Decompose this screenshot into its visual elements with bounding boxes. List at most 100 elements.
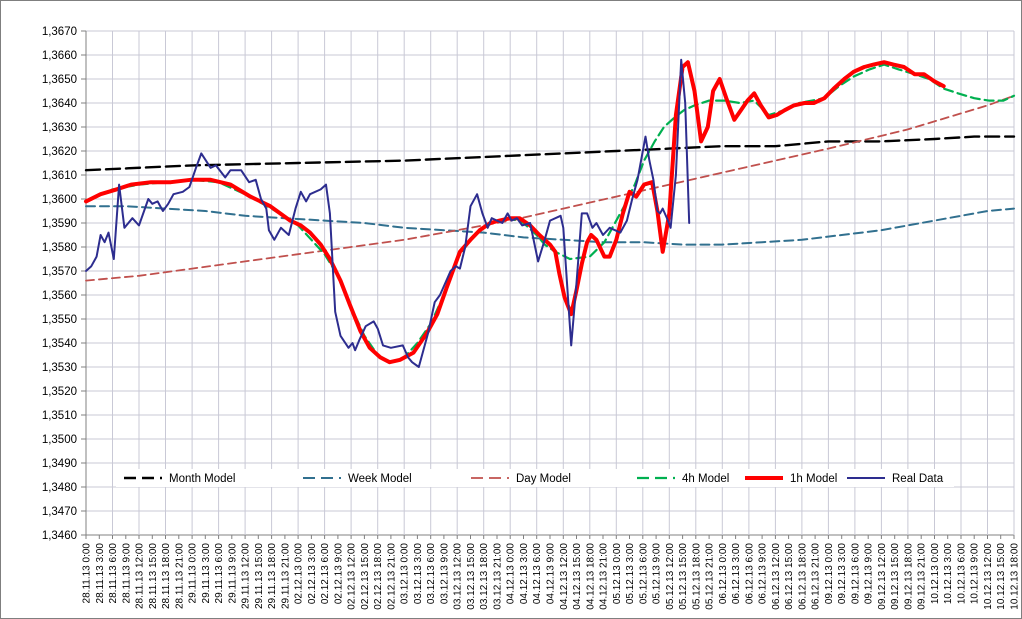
y-tick-label: 1,3470 bbox=[42, 506, 77, 518]
x-tick-label: 02.12.13 3:00 bbox=[307, 543, 318, 605]
x-tick-label: 28.11.13 3:00 bbox=[95, 543, 106, 604]
x-tick-label: 09.12.13 3:00 bbox=[837, 543, 848, 605]
x-tick-label: 04.12.13 6:00 bbox=[532, 543, 543, 605]
x-tick-label: 06.12.13 9:00 bbox=[758, 543, 769, 605]
x-tick-label: 10.12.13 6:00 bbox=[957, 543, 968, 605]
x-tick-label: 02.12.13 15:00 bbox=[360, 543, 371, 610]
x-tick-label: 29.11.13 3:00 bbox=[201, 543, 212, 604]
x-tick-label: 05.12.13 6:00 bbox=[638, 543, 649, 605]
series-month-model bbox=[84, 135, 1016, 172]
x-tick-label: 09.12.13 15:00 bbox=[890, 543, 901, 610]
x-tick-label: 05.12.13 3:00 bbox=[625, 543, 636, 605]
x-tick-label: 10.12.13 0:00 bbox=[930, 543, 941, 605]
y-tick-label: 1,3500 bbox=[42, 434, 77, 446]
x-tick-label: 02.12.13 0:00 bbox=[294, 543, 305, 605]
x-tick-label: 29.11.13 15:00 bbox=[254, 543, 265, 609]
y-tick-label: 1,3670 bbox=[42, 26, 77, 38]
series-day-model bbox=[85, 94, 1015, 282]
series-real-data bbox=[85, 58, 691, 368]
x-tick-label: 29.11.13 12:00 bbox=[241, 543, 252, 609]
x-tick-label: 28.11.13 18:00 bbox=[161, 543, 172, 609]
legend-label-month-model: Month Model bbox=[169, 473, 235, 485]
legend-label-1h-model: 1h Model bbox=[790, 473, 837, 485]
y-tick-label: 1,3530 bbox=[42, 362, 77, 374]
x-tick-label: 10.12.13 9:00 bbox=[970, 543, 981, 605]
x-tick-label: 29.11.13 21:00 bbox=[280, 543, 291, 609]
x-tick-label: 05.12.13 15:00 bbox=[678, 543, 689, 610]
x-tick-label: 29.11.13 18:00 bbox=[267, 543, 278, 609]
x-tick-label: 06.12.13 15:00 bbox=[784, 543, 795, 610]
y-tick-label: 1,3580 bbox=[42, 242, 77, 254]
legend-item-month-model: Month Model bbox=[124, 473, 235, 485]
x-tick-label: 02.12.13 12:00 bbox=[347, 543, 358, 610]
x-tick-label: 02.12.13 18:00 bbox=[373, 543, 384, 610]
y-tick-label: 1,3540 bbox=[42, 338, 77, 350]
y-tick-label: 1,3630 bbox=[42, 122, 77, 134]
legend-item-week-model: Week Model bbox=[303, 473, 412, 485]
x-tick-label: 09.12.13 12:00 bbox=[877, 543, 888, 610]
y-tick-label: 1,3520 bbox=[42, 386, 77, 398]
series-1h-model bbox=[84, 60, 946, 365]
y-tick-label: 1,3460 bbox=[42, 530, 77, 542]
x-tick-label: 04.12.13 0:00 bbox=[506, 543, 517, 605]
x-tick-label: 09.12.13 0:00 bbox=[824, 543, 835, 605]
x-tick-label: 09.12.13 21:00 bbox=[917, 543, 928, 610]
x-tick-label: 03.12.13 12:00 bbox=[453, 543, 464, 610]
x-tick-label: 09.12.13 9:00 bbox=[864, 543, 875, 605]
y-tick-label: 1,3490 bbox=[42, 458, 77, 470]
y-tick-label: 1,3660 bbox=[42, 50, 77, 62]
series-4h-model bbox=[84, 63, 1016, 364]
x-tick-label: 03.12.13 15:00 bbox=[466, 543, 477, 610]
x-tick-label: 29.11.13 0:00 bbox=[188, 543, 199, 604]
y-tick-label: 1,3590 bbox=[42, 218, 77, 230]
x-tick-label: 29.11.13 6:00 bbox=[214, 543, 225, 604]
y-tick-label: 1,3620 bbox=[42, 146, 77, 158]
y-tick-label: 1,3550 bbox=[42, 314, 77, 326]
x-tick-label: 02.12.13 9:00 bbox=[333, 543, 344, 605]
legend-item-4h-model: 4h Model bbox=[637, 473, 729, 485]
x-tick-label: 10.12.13 15:00 bbox=[996, 543, 1007, 610]
x-tick-label: 06.12.13 12:00 bbox=[771, 543, 782, 610]
x-tick-label: 06.12.13 3:00 bbox=[731, 543, 742, 605]
x-tick-label: 10.12.13 18:00 bbox=[1010, 543, 1021, 610]
y-tick-label: 1,3600 bbox=[42, 194, 77, 206]
x-tick-label: 28.11.13 12:00 bbox=[135, 543, 146, 609]
x-tick-label: 03.12.13 3:00 bbox=[413, 543, 424, 605]
x-tick-label: 04.12.13 15:00 bbox=[572, 543, 583, 610]
x-tick-label: 03.12.13 9:00 bbox=[439, 543, 450, 605]
y-tick-label: 1,3560 bbox=[42, 290, 77, 302]
x-tick-label: 05.12.13 0:00 bbox=[612, 543, 623, 605]
x-tick-label: 06.12.13 0:00 bbox=[718, 543, 729, 605]
x-tick-label: 06.12.13 6:00 bbox=[744, 543, 755, 605]
x-tick-label: 04.12.13 12:00 bbox=[559, 543, 570, 610]
x-tick-label: 06.12.13 18:00 bbox=[797, 543, 808, 610]
x-tick-label: 04.12.13 3:00 bbox=[519, 543, 530, 605]
x-tick-label: 02.12.13 21:00 bbox=[386, 543, 397, 610]
y-tick-label: 1,3570 bbox=[42, 266, 77, 278]
x-tick-label: 28.11.13 0:00 bbox=[82, 543, 93, 604]
x-tick-label: 03.12.13 6:00 bbox=[426, 543, 437, 605]
x-tick-label: 04.12.13 21:00 bbox=[599, 543, 610, 610]
x-tick-label: 10.12.13 12:00 bbox=[983, 543, 994, 610]
x-tick-label: 29.11.13 9:00 bbox=[227, 543, 238, 604]
x-tick-label: 04.12.13 18:00 bbox=[585, 543, 596, 610]
x-tick-label: 03.12.13 21:00 bbox=[493, 543, 504, 610]
x-tick-label: 10.12.13 3:00 bbox=[943, 543, 954, 605]
legend-label-week-model: Week Model bbox=[348, 473, 412, 485]
y-tick-label: 1,3640 bbox=[42, 98, 77, 110]
x-tick-label: 03.12.13 0:00 bbox=[400, 543, 411, 605]
x-tick-label: 04.12.13 9:00 bbox=[546, 543, 557, 605]
legend-item-real-data: Real Data bbox=[847, 473, 944, 485]
x-tick-label: 09.12.13 6:00 bbox=[850, 543, 861, 605]
x-tick-label: 28.11.13 15:00 bbox=[148, 543, 159, 609]
legend-label-4h-model: 4h Model bbox=[682, 473, 729, 485]
legend-item-day-model: Day Model bbox=[471, 473, 571, 485]
legend-label-real-data: Real Data bbox=[892, 473, 944, 485]
y-tick-label: 1,3480 bbox=[42, 482, 77, 494]
x-tick-label: 03.12.13 18:00 bbox=[479, 543, 490, 610]
x-tick-label: 28.11.13 9:00 bbox=[121, 543, 132, 604]
legend-label-day-model: Day Model bbox=[516, 473, 571, 485]
x-tick-label: 06.12.13 21:00 bbox=[811, 543, 822, 610]
y-tick-label: 1,3650 bbox=[42, 74, 77, 86]
